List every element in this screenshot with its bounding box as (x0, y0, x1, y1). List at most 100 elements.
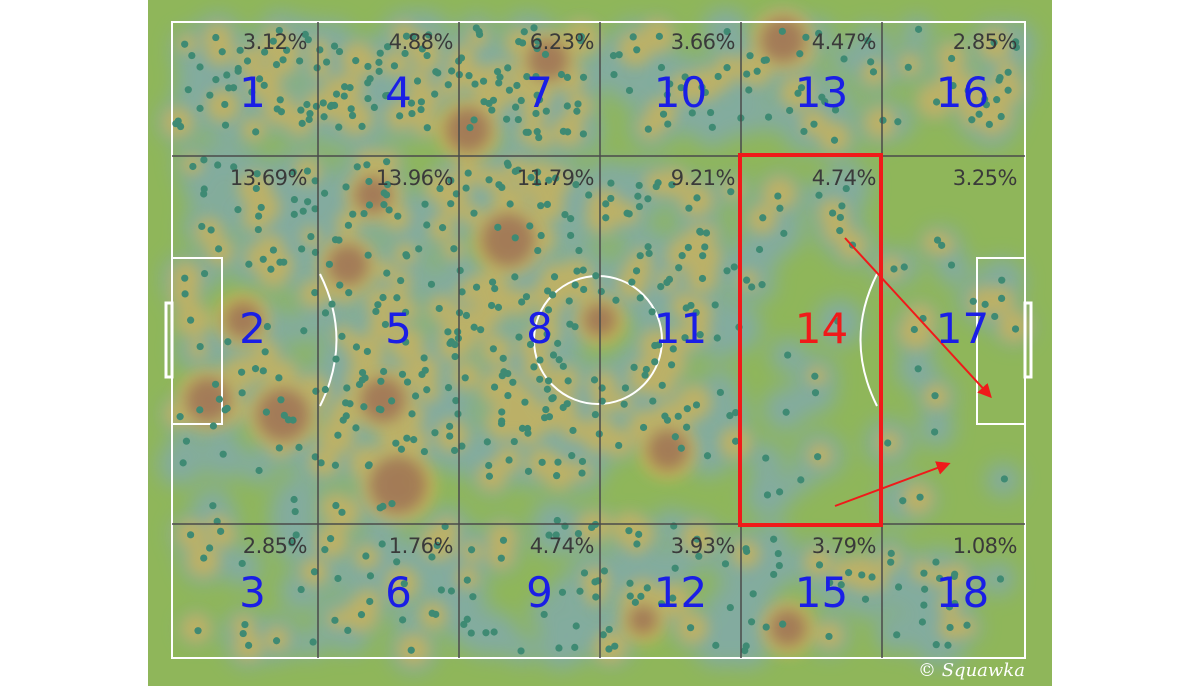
touch-dot (713, 334, 721, 342)
touch-dot (554, 339, 562, 347)
touch-dot (326, 102, 335, 111)
touch-dot (428, 609, 436, 617)
touch-dot (488, 301, 496, 310)
touch-dot (332, 355, 340, 363)
touch-dot (838, 202, 846, 210)
touch-dot (301, 30, 309, 39)
touch-dot (591, 578, 599, 586)
touch-dot (968, 116, 976, 124)
touch-dot (504, 391, 512, 400)
touch-dot (505, 456, 513, 464)
touch-dot (450, 245, 458, 253)
touch-dot (655, 32, 663, 40)
touch-dot (399, 616, 407, 624)
touch-dot (267, 265, 275, 273)
touch-dot (403, 378, 412, 386)
touch-dot (207, 226, 215, 234)
touch-dot (643, 584, 651, 592)
touch-dot (397, 276, 405, 285)
touch-dot (382, 191, 391, 199)
touch-dot (692, 401, 701, 409)
touch-dot (381, 320, 390, 329)
touch-dot (633, 540, 641, 548)
touch-dot (288, 539, 296, 547)
touch-dot (628, 278, 636, 286)
touch-dot (633, 46, 641, 54)
touch-dot (701, 88, 709, 97)
touch-dot (181, 290, 189, 298)
touch-dot (485, 461, 493, 470)
touch-dot (332, 90, 341, 98)
touch-dot (313, 64, 321, 72)
touch-dot (409, 32, 417, 41)
touch-dot (483, 438, 491, 446)
touch-dot (509, 378, 517, 386)
touch-dot (349, 210, 357, 218)
touch-dot (716, 388, 724, 397)
touch-dot (590, 376, 599, 384)
touch-dot (543, 330, 551, 338)
touch-dot (727, 188, 735, 196)
touch-dot (335, 123, 343, 131)
heat-hot-blob (225, 302, 261, 338)
touch-dot (631, 598, 639, 606)
touch-dot (657, 282, 665, 291)
touch-dot (176, 413, 184, 421)
touch-dot (669, 345, 677, 353)
touch-dot (179, 459, 187, 467)
touch-dot (277, 396, 285, 404)
touch-dot (931, 392, 939, 400)
touch-dot (276, 96, 284, 104)
touch-dot (536, 375, 544, 383)
touch-dot (605, 645, 613, 653)
touch-dot (360, 403, 368, 411)
touch-dot (996, 74, 1004, 82)
pitch-graphic (148, 0, 1052, 686)
touch-dot (421, 200, 429, 208)
touch-dot (423, 386, 431, 394)
touch-dot (571, 281, 579, 289)
touch-dot (496, 73, 504, 81)
touch-dot (900, 263, 908, 271)
touch-dot (637, 592, 645, 600)
touch-dot (477, 326, 485, 334)
touch-dot (321, 546, 329, 554)
touch-dot (932, 641, 940, 649)
touch-dot (904, 63, 912, 71)
touch-dot (749, 590, 757, 598)
touch-dot (555, 644, 563, 652)
touch-dot (815, 191, 823, 199)
touch-dot (290, 495, 298, 504)
touch-dot (238, 368, 246, 376)
touch-dot (365, 461, 373, 469)
touch-dot (731, 437, 740, 445)
touch-dot (951, 599, 959, 608)
touch-dot (894, 583, 903, 591)
touch-dot (695, 552, 703, 560)
touch-dot (1012, 43, 1021, 51)
touch-dot (920, 569, 928, 577)
touch-dot (511, 167, 519, 175)
touch-dot (571, 643, 579, 651)
touch-dot (272, 637, 281, 645)
touch-dot (522, 293, 531, 301)
touch-dot (732, 409, 740, 417)
touch-dot (815, 561, 824, 569)
touch-dot (572, 181, 580, 189)
touch-dot (639, 423, 648, 432)
touch-dot (408, 410, 416, 418)
touch-dot (243, 57, 252, 65)
touch-dot (238, 559, 246, 568)
touch-dot (312, 102, 321, 110)
touch-dot (610, 70, 618, 79)
touch-dot (253, 170, 261, 178)
touch-dot (615, 51, 623, 59)
touch-dot (573, 267, 581, 275)
heat-blob (676, 384, 712, 420)
touch-dot (392, 439, 400, 447)
touch-dot (504, 161, 512, 169)
touch-dot (505, 86, 514, 94)
touch-dot (1012, 38, 1020, 46)
touch-dot (259, 367, 267, 375)
touch-dot (861, 595, 870, 603)
